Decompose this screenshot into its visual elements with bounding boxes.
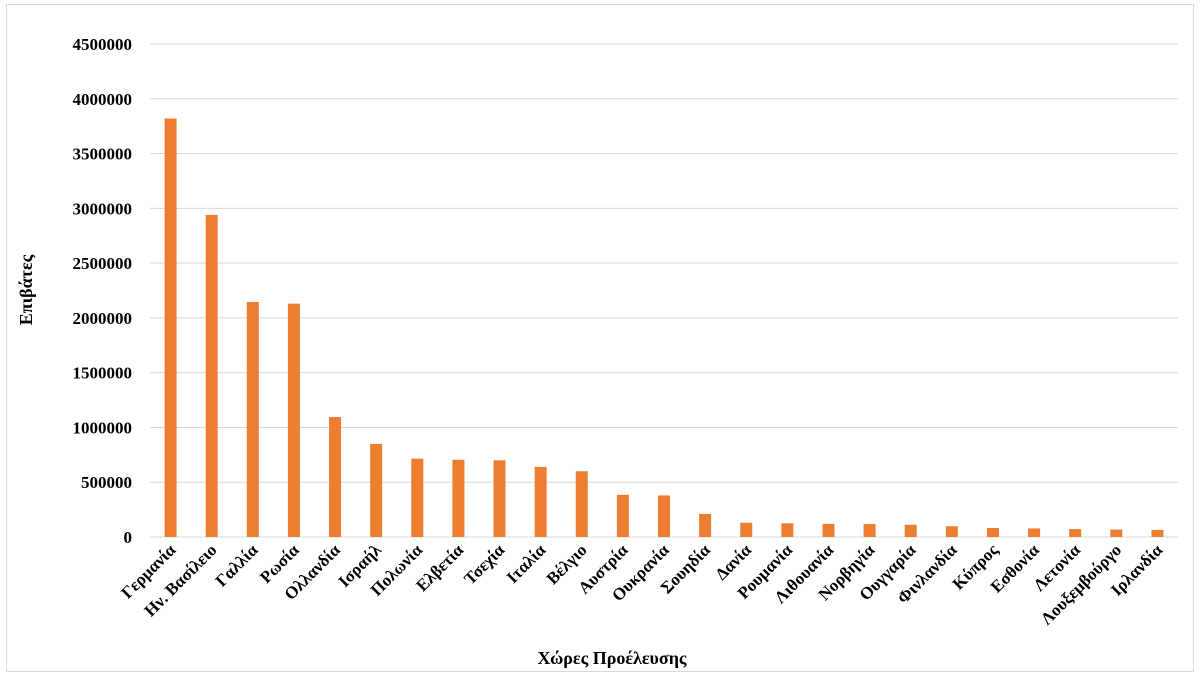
bars <box>164 118 1164 538</box>
bar <box>740 522 753 537</box>
bar <box>1028 528 1041 537</box>
bar <box>575 471 588 537</box>
y-tick-labels: 0 500000 1000000 1500000 2000000 2500000 30000… <box>73 35 133 547</box>
bar <box>616 494 629 537</box>
y-tick-label: 1000000 <box>73 418 133 437</box>
bar <box>205 214 218 537</box>
x-category-label: Ελβετία <box>412 540 467 595</box>
chart-frame <box>6 4 1194 672</box>
bar <box>1110 529 1123 537</box>
bar <box>658 495 670 537</box>
gridlines <box>150 43 1178 538</box>
x-category-label: Ιταλία <box>503 540 550 587</box>
bar <box>1069 529 1082 537</box>
bar <box>493 460 506 537</box>
bar <box>452 459 465 537</box>
bar <box>164 118 177 538</box>
y-tick-label: 4000000 <box>73 90 133 109</box>
bar <box>699 513 712 537</box>
y-tick-label: 500000 <box>81 473 132 492</box>
y-tick-label: 4500000 <box>73 35 133 54</box>
bar <box>945 526 958 537</box>
y-tick-label: 3000000 <box>73 199 133 218</box>
bar <box>329 417 342 537</box>
bar <box>411 458 424 537</box>
y-tick-label: 3500000 <box>73 145 133 164</box>
y-tick-label: 1500000 <box>73 364 133 383</box>
y-tick-label: 2000000 <box>73 309 133 328</box>
bar <box>986 528 999 537</box>
bar <box>534 466 547 537</box>
bar <box>863 524 876 537</box>
bar <box>370 443 383 537</box>
bar <box>781 523 794 537</box>
x-category-label: Γαλλία <box>212 540 262 590</box>
x-category-label: Τσεχία <box>460 540 508 588</box>
y-axis-title: Επιβάτες <box>16 254 36 325</box>
bar <box>246 302 259 537</box>
y-tick-label: 0 <box>124 528 133 547</box>
bar <box>904 524 917 537</box>
bar <box>1151 529 1164 537</box>
x-axis-title: Χώρες Προέλευσης <box>537 648 686 668</box>
bar <box>287 303 300 537</box>
bar <box>822 523 835 537</box>
y-tick-label: 2500000 <box>73 254 133 273</box>
